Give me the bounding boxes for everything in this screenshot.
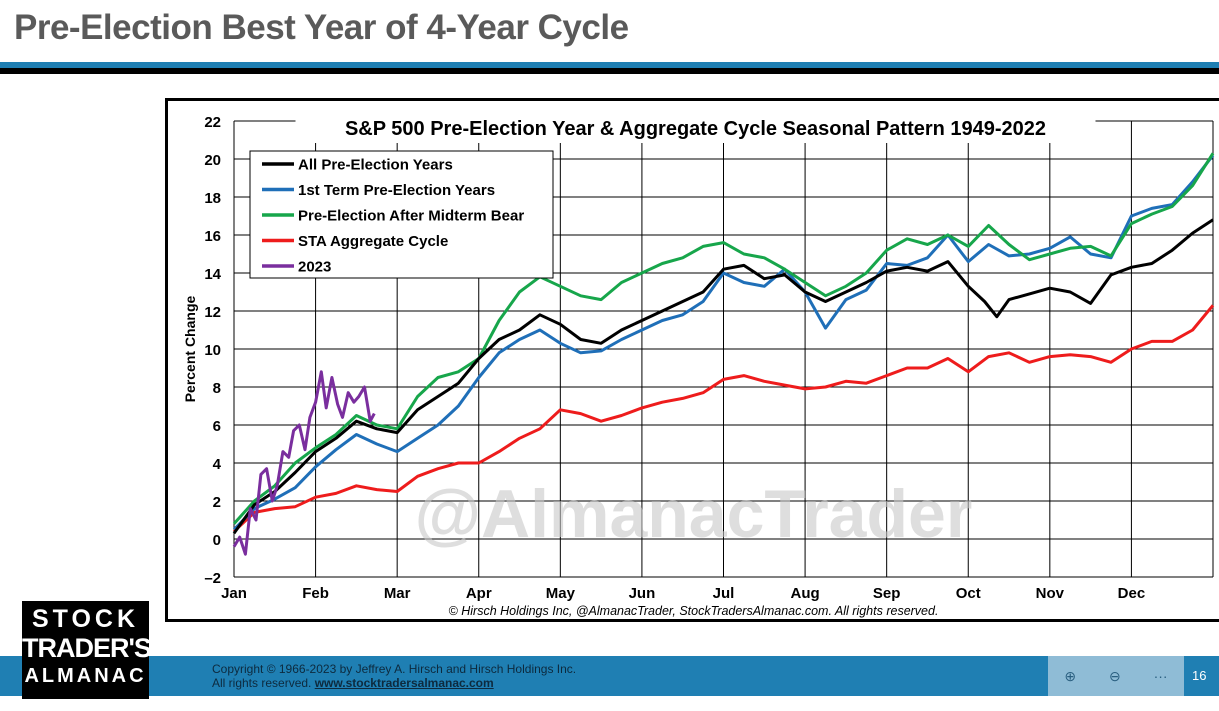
y-tick-label: 4 <box>213 456 222 473</box>
page-number: 16 <box>1192 668 1207 683</box>
series-line-y2023 <box>232 370 376 556</box>
x-tick-label: Jan <box>221 585 247 602</box>
logo-line3: ALMANAC <box>24 665 147 687</box>
zoom-in-icon[interactable]: ⊕ <box>1064 667 1077 684</box>
x-tick-label: Jun <box>629 585 656 602</box>
y-tick-label: 8 <box>213 380 221 397</box>
zoom-controls: ⊕ ⊖ ··· <box>1048 656 1184 696</box>
y-tick-label: 22 <box>204 114 221 131</box>
y-tick-label: 6 <box>213 418 221 435</box>
title-rule-black <box>0 68 1219 74</box>
rights-text: All rights reserved. <box>212 676 312 690</box>
copyright-line2: All rights reserved. www.stocktradersalm… <box>212 676 576 690</box>
x-tick-label: Mar <box>384 585 411 602</box>
y-tick-label: 12 <box>204 304 221 321</box>
y-tick-label: 2 <box>213 494 221 511</box>
y-tick-label: 18 <box>204 190 221 207</box>
title-rule-blue <box>0 62 1219 68</box>
series-line-first <box>232 154 1215 531</box>
logo-line1: STOCK <box>31 605 140 633</box>
chart-title: S&P 500 Pre-Election Year & Aggregate Cy… <box>345 118 1046 140</box>
line-chart: –2 0 2 4 6 8 10 12 14 16 18 20 22 Jan Feb Mar Apr May Jun J… <box>182 113 1215 618</box>
legend-label: Pre-Election After Midterm Bear <box>298 208 524 225</box>
legend-label: All Pre-Election Years <box>298 157 453 174</box>
logo-line2: TRADER'S <box>22 633 152 663</box>
watermark: @AlmanacTrader <box>415 476 973 552</box>
y-tick-label: 16 <box>204 228 221 245</box>
x-tick-label: Apr <box>466 585 492 602</box>
stock-traders-almanac-logo: STOCK TRADER'S ALMANAC <box>22 601 152 699</box>
copyright-block: Copyright © 1966-2023 by Jeffrey A. Hirs… <box>212 662 576 690</box>
chart-title-backing <box>295 113 1096 143</box>
more-options-icon[interactable]: ··· <box>1153 668 1168 684</box>
x-tick-label: Dec <box>1118 585 1146 602</box>
x-tick-label: Sep <box>873 585 901 602</box>
slide-title: Pre-Election Best Year of 4-Year Cycle <box>14 8 629 47</box>
x-tick-label: Jul <box>713 585 735 602</box>
source-note: © Hirsch Holdings Inc, @AlmanacTrader, S… <box>449 604 939 618</box>
y-axis-label: Percent Change <box>182 295 198 402</box>
y-tick-label: –2 <box>204 570 221 587</box>
legend-label: 2023 <box>298 259 331 276</box>
x-tick-label: Oct <box>956 585 981 602</box>
website-link[interactable]: www.stocktradersalmanac.com <box>314 676 494 690</box>
series-line-midterm <box>232 152 1215 525</box>
y-tick-label: 10 <box>204 342 221 359</box>
legend-label: STA Aggregate Cycle <box>298 233 448 250</box>
series-line-sta <box>232 304 1215 533</box>
y-tick-label: 14 <box>204 266 221 283</box>
legend-box <box>249 150 554 279</box>
series-line-all <box>232 218 1214 535</box>
x-tick-label: Nov <box>1036 585 1065 602</box>
copyright-line1: Copyright © 1966-2023 by Jeffrey A. Hirs… <box>212 662 577 676</box>
y-tick-label: 20 <box>204 152 221 169</box>
zoom-out-icon[interactable]: ⊖ <box>1109 667 1121 684</box>
y-tick-label: 0 <box>213 532 221 549</box>
chart-frame: –2 0 2 4 6 8 10 12 14 16 18 20 22 Jan Feb Mar Apr May Jun J… <box>165 98 1219 622</box>
x-tick-label: May <box>546 585 576 602</box>
footer-bar <box>0 656 1219 696</box>
x-tick-label: Aug <box>790 585 819 602</box>
legend-label: 1st Term Pre-Election Years <box>298 182 495 199</box>
x-tick-label: Feb <box>302 585 329 602</box>
